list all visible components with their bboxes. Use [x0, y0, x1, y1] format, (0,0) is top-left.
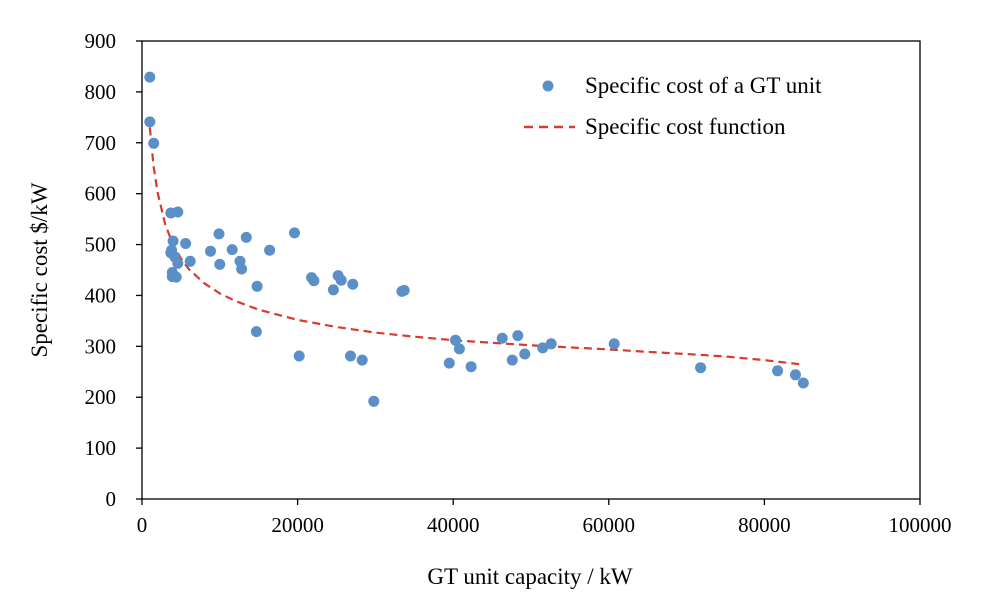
data-point	[450, 334, 461, 346]
data-point	[293, 350, 305, 362]
legend-label-scatter: Specific cost of a GT unit	[585, 73, 822, 98]
x-tick-label: 40000	[427, 513, 480, 537]
data-point	[172, 257, 184, 269]
data-point	[356, 354, 368, 366]
y-tick-label: 400	[85, 283, 117, 307]
data-point	[537, 342, 549, 354]
data-point	[512, 330, 524, 342]
data-point	[608, 338, 620, 350]
x-axis-title: GT unit capacity / kW	[427, 564, 633, 589]
plot-frame	[141, 40, 921, 500]
legend-marker-scatter	[542, 80, 554, 92]
y-axis-title: Specific cost $/kW	[27, 182, 52, 357]
data-point	[250, 326, 262, 338]
axes	[136, 40, 921, 505]
cost-function-curve	[148, 127, 804, 366]
data-point	[236, 263, 248, 275]
data-point	[345, 350, 356, 362]
data-point	[506, 354, 518, 366]
x-tick-label: 80000	[738, 513, 791, 537]
data-point	[264, 244, 276, 256]
data-point	[144, 71, 156, 83]
data-point	[170, 271, 182, 283]
data-point	[453, 343, 465, 355]
data-point	[167, 235, 179, 247]
data-points	[144, 71, 809, 407]
data-point	[327, 284, 339, 296]
data-point	[496, 332, 508, 344]
data-point	[797, 377, 809, 389]
data-point	[368, 395, 380, 407]
data-point	[308, 275, 320, 287]
y-tick-label: 700	[85, 131, 117, 155]
data-point	[214, 258, 226, 270]
x-tick-label: 20000	[271, 513, 324, 537]
legend: Specific cost of a GT unit Specific cost…	[524, 73, 822, 139]
x-tick-label: 60000	[583, 513, 636, 537]
data-point	[790, 369, 801, 381]
data-point	[184, 255, 196, 267]
x-tick-label: 100000	[889, 513, 952, 537]
data-point	[695, 362, 707, 374]
data-point	[443, 357, 455, 369]
y-tick-label: 100	[85, 436, 117, 460]
data-point	[519, 348, 531, 360]
data-point	[180, 238, 192, 249]
data-point	[251, 280, 263, 292]
data-point	[213, 228, 225, 240]
x-tick-label: 0	[137, 513, 148, 537]
data-point	[205, 245, 216, 257]
tick-labels: 0 20000 40000 60000 80000 100000 0 100 200 300 400…	[85, 29, 952, 537]
y-tick-label: 0	[106, 487, 117, 511]
data-point	[347, 278, 359, 290]
y-tick-label: 800	[85, 80, 117, 104]
data-point	[398, 284, 410, 296]
data-point	[335, 274, 347, 286]
data-point	[144, 116, 156, 128]
data-point	[172, 206, 184, 218]
data-point	[148, 137, 160, 149]
data-point	[465, 361, 477, 373]
legend-label-function: Specific cost function	[585, 114, 786, 139]
y-tick-label: 500	[85, 233, 117, 257]
data-point	[240, 231, 252, 243]
y-tick-label: 300	[85, 334, 117, 358]
y-tick-label: 200	[85, 385, 117, 409]
data-point	[772, 365, 784, 377]
y-tick-label: 900	[85, 29, 117, 53]
data-point	[226, 244, 238, 256]
data-point	[545, 338, 557, 350]
data-point	[289, 227, 300, 239]
cost-function-line	[148, 127, 804, 366]
y-tick-label: 600	[85, 182, 117, 206]
